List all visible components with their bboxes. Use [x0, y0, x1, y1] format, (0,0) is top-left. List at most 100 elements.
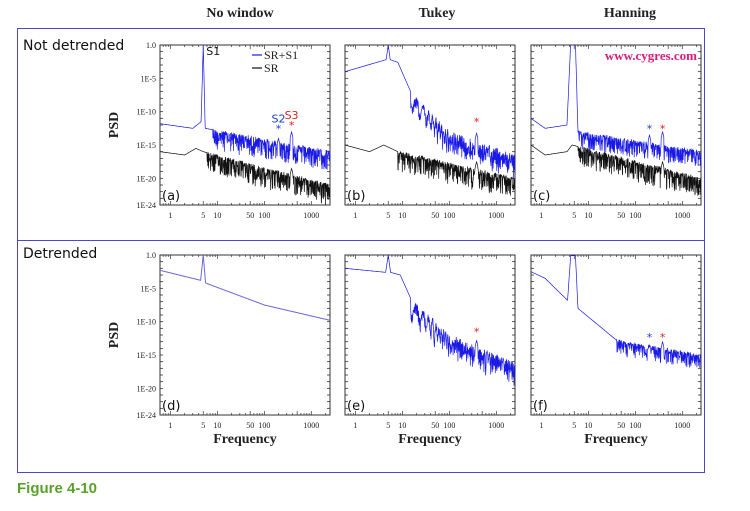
- y-tick-label: 1E-15: [136, 351, 156, 360]
- peak-label: S1: [206, 45, 220, 58]
- x-tick-label: 10: [584, 211, 592, 220]
- row-divider: [17, 240, 705, 241]
- y-tick-label: 1E-24: [136, 201, 156, 210]
- x-tick-label: 50: [431, 421, 439, 430]
- x-tick-label: 100: [629, 421, 641, 430]
- x-tick-label: 1000: [303, 421, 319, 430]
- x-tick-label: 50: [617, 211, 625, 220]
- x-axis-title: Frequency: [213, 432, 277, 447]
- x-axis-title: Frequency: [398, 432, 462, 447]
- figure-caption: Figure 4-10: [17, 480, 98, 497]
- peak-marker: *: [276, 122, 282, 135]
- x-tick-label: 100: [443, 211, 455, 220]
- y-tick-label: 1.0: [146, 41, 156, 50]
- peak-label: S3: [285, 109, 299, 122]
- x-tick-label: 100: [258, 421, 270, 430]
- x-tick-label: 1: [539, 211, 543, 220]
- row-label-not-detrended: Not detrended: [23, 38, 125, 54]
- panel-label: (e): [347, 399, 365, 414]
- series-group: [531, 255, 701, 368]
- figure-frame: [17, 28, 705, 473]
- panel-e: 1 5 10 50 100 1000 Frequency * (e): [344, 254, 516, 447]
- series-group: [160, 255, 330, 321]
- x-tick-label: 10: [398, 211, 406, 220]
- series-line-sr-s1: [531, 45, 701, 168]
- x-tick-label: 5: [386, 211, 390, 220]
- y-axis-title: PSD: [107, 322, 122, 348]
- x-tick-label: 50: [246, 211, 254, 220]
- y-axis-title: PSD: [107, 112, 122, 138]
- panel-f: 1 5 10 50 100 1000 Frequency * * (f): [530, 254, 702, 447]
- x-tick-label: 1: [353, 421, 357, 430]
- y-tick-label: 1E-20: [136, 174, 156, 183]
- column-title-no-window: No window: [206, 6, 274, 21]
- legend-entry: SR+S1: [264, 48, 298, 62]
- x-tick-label: 1000: [674, 421, 690, 430]
- panel-c: 1 5 10 50 100 1000 * * www.cygres.com (c): [530, 44, 702, 220]
- x-tick-label: 5: [201, 421, 205, 430]
- x-tick-label: 10: [213, 211, 221, 220]
- x-tick-label: 10: [584, 421, 592, 430]
- x-tick-label: 5: [572, 211, 576, 220]
- series-line-sr-s1: [345, 255, 515, 386]
- series-group: [160, 45, 330, 205]
- row-label-detrended: Detrended: [23, 246, 98, 262]
- peak-label: S2: [271, 112, 285, 125]
- y-tick-label: 1E-5: [140, 74, 156, 83]
- x-tick-label: 100: [629, 211, 641, 220]
- x-tick-label: 50: [431, 211, 439, 220]
- series-line-sr-s1: [345, 45, 515, 180]
- panel-label: (a): [162, 189, 180, 204]
- column-title-tukey: Tukey: [418, 6, 456, 21]
- series-line-sr: [345, 144, 515, 196]
- x-tick-label: 50: [617, 421, 625, 430]
- x-tick-label: 10: [398, 421, 406, 430]
- x-tick-label: 100: [258, 211, 270, 220]
- peak-marker: *: [474, 326, 480, 339]
- x-tick-label: 50: [246, 421, 254, 430]
- x-tick-label: 1: [539, 421, 543, 430]
- y-tick-label: 1E-5: [140, 284, 156, 293]
- x-tick-label: 1: [168, 211, 172, 220]
- y-tick-label: 1E-15: [136, 141, 156, 150]
- legend-entry: SR: [264, 61, 279, 75]
- peak-marker: *: [474, 116, 480, 129]
- series-line-sr: [160, 147, 330, 205]
- y-tick-label: 1.0: [146, 251, 156, 260]
- x-tick-label: 1000: [488, 211, 504, 220]
- panel-a: 1 5 10 50 100 1000 1.0 1E-5 1E-10 1E-15 1E-20 1E-24…: [107, 41, 331, 220]
- x-tick-label: 1: [168, 421, 172, 430]
- plot-area: [344, 254, 516, 416]
- peak-marker: *: [289, 119, 295, 132]
- series-line-sr-s1: [531, 255, 701, 368]
- series-group: [345, 255, 515, 386]
- series-line-sr-s1: [160, 255, 330, 321]
- y-tick-label: 1E-20: [136, 384, 156, 393]
- column-title-hanning: Hanning: [603, 6, 657, 21]
- y-tick-label: 1E-10: [136, 108, 156, 117]
- x-tick-label: 100: [443, 421, 455, 430]
- x-tick-label: 1000: [303, 211, 319, 220]
- x-tick-label: 10: [213, 421, 221, 430]
- y-tick-label: 1E-24: [136, 411, 156, 420]
- x-tick-label: 1000: [488, 421, 504, 430]
- peak-marker: *: [660, 122, 666, 135]
- panel-d: 1 5 10 50 100 1000 1.0 1E-5 1E-10 1E-15 1E-20 1E-24…: [107, 251, 331, 447]
- panel-b: 1 5 10 50 100 1000 * (b): [344, 44, 516, 220]
- panel-label: (f): [533, 399, 548, 414]
- x-tick-label: 1000: [674, 211, 690, 220]
- x-tick-label: 5: [201, 211, 205, 220]
- series-line-sr-s1: [160, 45, 330, 170]
- panel-label: (c): [533, 189, 550, 204]
- peak-marker: *: [647, 331, 653, 344]
- plot-area: [159, 254, 331, 416]
- peak-marker: *: [660, 331, 666, 344]
- series-group: [345, 45, 515, 196]
- y-tick-label: 1E-10: [136, 318, 156, 327]
- panel-label: (b): [347, 189, 365, 204]
- panel-label: (d): [162, 399, 180, 414]
- peak-marker: *: [647, 122, 653, 135]
- x-tick-label: 1: [353, 211, 357, 220]
- series-line-sr: [531, 144, 701, 196]
